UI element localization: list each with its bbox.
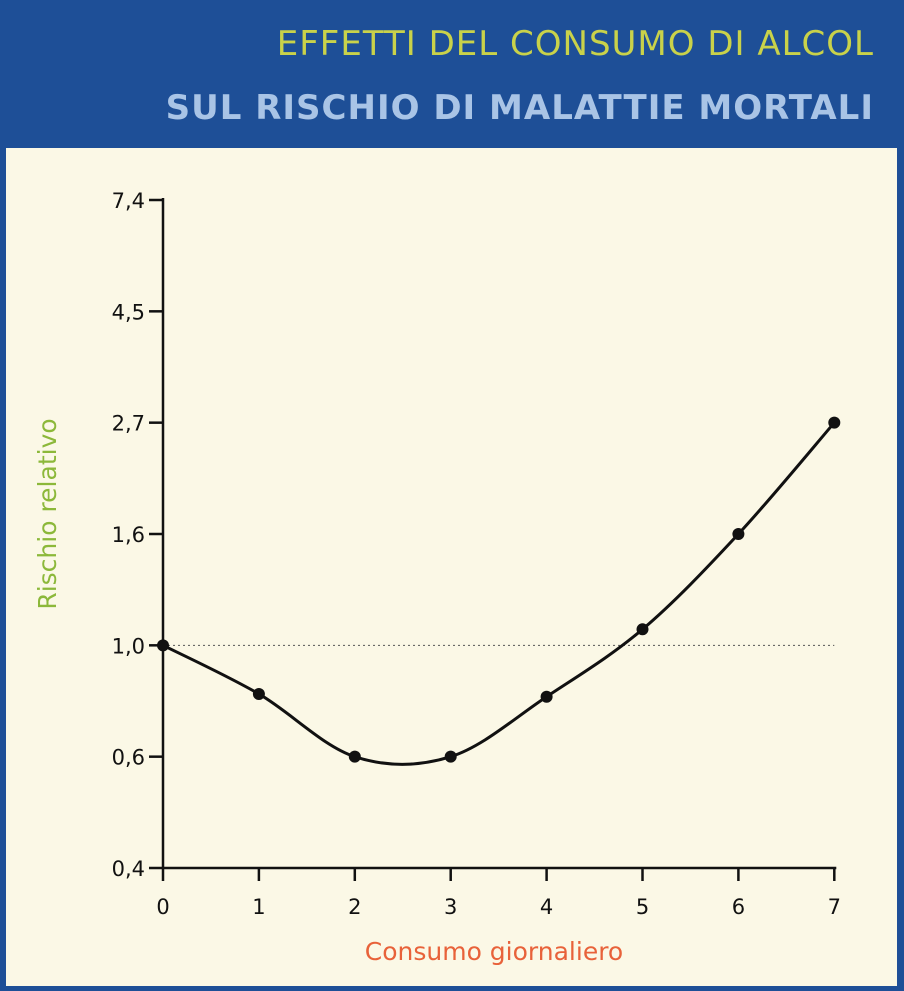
x-tick-label: 6: [732, 895, 745, 919]
x-tick-label: 7: [828, 895, 841, 919]
data-point: [636, 623, 649, 636]
y-tick-label: 0,4: [112, 857, 145, 881]
data-point: [157, 639, 169, 652]
y-tick-label: 1,0: [112, 634, 145, 658]
chart-subtitle: SUL RISCHIO DI MALATTIE MORTALI: [165, 88, 874, 128]
y-axis-label: Rischio relativo: [33, 418, 62, 609]
x-tick-label: 3: [444, 895, 457, 919]
y-tick-label: 0,6: [112, 746, 145, 770]
data-point: [252, 687, 265, 700]
x-tick-label: 5: [636, 895, 649, 919]
line-chart: 0,4 0,6 1,0 1,6 2,7 4,5 7,4 0 1 2 3 4 5 6 7 Rischio re…: [33, 189, 841, 966]
data-point: [732, 528, 745, 540]
data-point: [348, 750, 361, 763]
x-axis-label: Consumo giornaliero: [365, 937, 623, 966]
series-line: [162, 421, 836, 766]
chart-title: EFFETTI DEL CONSUMO DI ALCOL: [276, 24, 874, 64]
header: EFFETTI DEL CONSUMO DI ALCOL SUL RISCHIO…: [0, 0, 904, 148]
chart-panel: 0,4 0,6 1,0 1,6 2,7 4,5 7,4 0 1 2 3 4 5 6 7 Rischio re…: [6, 148, 897, 986]
y-tick-label: 7,4: [112, 189, 145, 213]
data-point: [540, 690, 553, 703]
y-tick-label: 2,7: [112, 412, 145, 436]
y-tick-label: 1,6: [112, 523, 145, 547]
x-tick-label: 2: [348, 895, 361, 919]
x-tick-label: 1: [252, 895, 265, 919]
data-point: [828, 416, 841, 429]
y-tick-label: 4,5: [112, 300, 145, 324]
data-point: [444, 750, 457, 763]
x-tick-label: 4: [540, 895, 553, 919]
x-tick-label: 0: [156, 895, 169, 919]
